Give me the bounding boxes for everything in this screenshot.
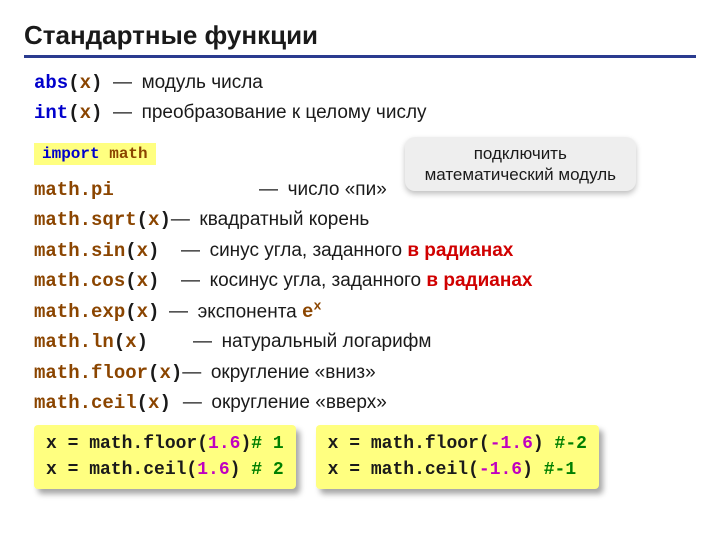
code-line: x = math.floor(1.6)# 1 bbox=[46, 431, 284, 457]
intro-row: abs(x) — модуль числа bbox=[34, 68, 696, 98]
example-left: x = math.floor(1.6)# 1x = math.ceil(1.6)… bbox=[34, 425, 296, 489]
intro-row: int(x) — преобразование к целому числу bbox=[34, 98, 696, 128]
intro-block: abs(x) — модуль числа int(x) — преобразо… bbox=[24, 68, 696, 129]
example-right: x = math.floor(-1.6) #-2x = math.ceil(-1… bbox=[316, 425, 599, 489]
import-row: import math подключить математический мо… bbox=[24, 143, 696, 171]
func-row: math.exp(x)— экспонента ex bbox=[24, 297, 696, 328]
import-statement: import math bbox=[34, 143, 156, 165]
func-row: math.sin(x)— синус угла, заданного в рад… bbox=[24, 236, 696, 266]
page-title: Стандартные функции bbox=[24, 20, 696, 58]
examples-row: x = math.floor(1.6)# 1x = math.ceil(1.6)… bbox=[24, 425, 696, 489]
func-row: math.cos(x)— косинус угла, заданного в р… bbox=[24, 266, 696, 296]
func-row: math.floor(x)— округление «вниз» bbox=[24, 358, 696, 388]
func-row: math.ln(x)— натуральный логарифм bbox=[24, 327, 696, 357]
callout-box: подключить математический модуль bbox=[405, 137, 636, 192]
code-line: x = math.ceil(-1.6) #-1 bbox=[328, 457, 587, 483]
func-row: math.ceil(x)— округление «вверх» bbox=[24, 388, 696, 418]
code-line: x = math.ceil(1.6) # 2 bbox=[46, 457, 284, 483]
func-row: math.sqrt(x)— квадратный корень bbox=[24, 205, 696, 235]
function-list: math.pi— число «пи»math.sqrt(x)— квадрат… bbox=[24, 175, 696, 419]
code-line: x = math.floor(-1.6) #-2 bbox=[328, 431, 587, 457]
